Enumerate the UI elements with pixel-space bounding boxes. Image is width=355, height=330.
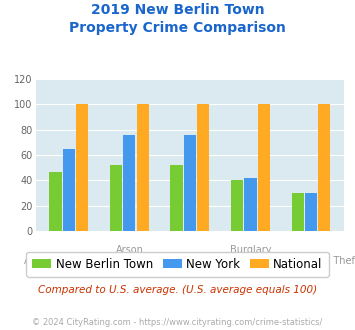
- Bar: [291, 193, 304, 231]
- Bar: [63, 149, 75, 231]
- Text: Burglary: Burglary: [230, 245, 271, 255]
- Text: 2019 New Berlin Town
Property Crime Comparison: 2019 New Berlin Town Property Crime Comp…: [69, 3, 286, 35]
- Text: Arson: Arson: [115, 245, 143, 255]
- Text: Compared to U.S. average. (U.S. average equals 100): Compared to U.S. average. (U.S. average …: [38, 285, 317, 295]
- Legend: New Berlin Town, New York, National: New Berlin Town, New York, National: [26, 252, 329, 277]
- Bar: [170, 165, 183, 231]
- Bar: [305, 193, 317, 231]
- Text: All Property Crime: All Property Crime: [24, 256, 113, 266]
- Bar: [76, 105, 88, 231]
- Bar: [197, 105, 209, 231]
- Bar: [258, 105, 270, 231]
- Bar: [244, 178, 257, 231]
- Bar: [231, 181, 243, 231]
- Text: Larceny & Theft: Larceny & Theft: [151, 256, 229, 266]
- Text: Motor Vehicle Theft: Motor Vehicle Theft: [264, 256, 355, 266]
- Bar: [184, 135, 196, 231]
- Bar: [137, 105, 149, 231]
- Bar: [110, 165, 122, 231]
- Text: © 2024 CityRating.com - https://www.cityrating.com/crime-statistics/: © 2024 CityRating.com - https://www.city…: [32, 318, 323, 327]
- Bar: [318, 105, 331, 231]
- Bar: [123, 135, 136, 231]
- Bar: [49, 172, 62, 231]
